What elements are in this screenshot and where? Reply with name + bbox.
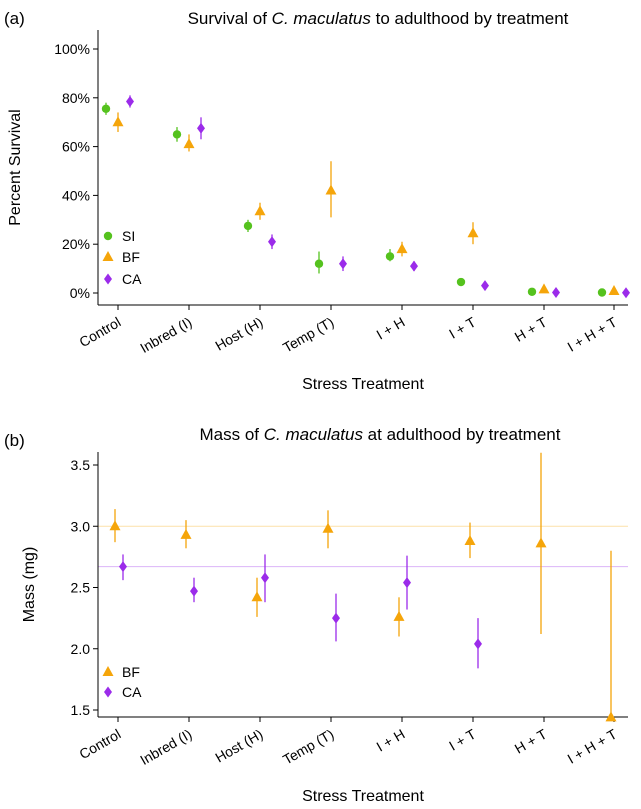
data-point	[119, 561, 127, 573]
chart-title: Mass of C. maculatus at adulthood by tre…	[200, 425, 561, 444]
data-point	[268, 236, 276, 248]
data-point	[112, 116, 124, 127]
legend: SI BF CA	[102, 228, 142, 287]
data-point	[314, 259, 324, 268]
y-tick-label: 100%	[54, 41, 90, 57]
legend-label: BF	[122, 249, 140, 265]
y-tick-label: 80%	[62, 90, 90, 106]
legend-label: CA	[122, 684, 142, 700]
y-tick-label: 1.5	[71, 702, 91, 718]
y-tick-label: 60%	[62, 139, 90, 155]
legend-label: SI	[122, 228, 135, 244]
x-tick-label: I + H + T	[565, 314, 620, 355]
legend-marker	[102, 251, 114, 261]
x-tick-label: Host (H)	[212, 726, 265, 766]
data-point	[605, 711, 617, 722]
y-tick-label: 0%	[70, 285, 90, 301]
y-tick-label: 3.0	[71, 518, 91, 534]
y-tick-label: 2.5	[71, 580, 91, 596]
x-tick-label: I + H + T	[565, 726, 620, 767]
data-point	[474, 638, 482, 650]
data-point	[197, 122, 205, 134]
data-point	[396, 243, 408, 254]
mass-panel: 1.5 2.0 2.5 3.0 3.5 Control Inbred (I) Host (H)…	[4, 425, 628, 805]
x-tick-label: I + H	[374, 726, 408, 755]
x-tick-label: I + H	[374, 314, 408, 343]
survival-panel: 0% 20% 40% 60% 80% 100% Control Inbred (I) Host …	[4, 9, 630, 393]
x-tick-label: I + T	[446, 314, 479, 342]
x-tick-label: Inbred (I)	[137, 726, 194, 768]
x-axis-title: Stress Treatment	[302, 788, 424, 805]
panel-label: (a)	[4, 9, 25, 28]
data-point	[322, 522, 334, 533]
data-point	[393, 610, 405, 621]
x-tick-label: H + T	[512, 726, 550, 757]
legend-label: CA	[122, 271, 142, 287]
data-point	[622, 287, 630, 299]
series-si	[101, 102, 607, 297]
data-point	[481, 280, 489, 292]
x-tick-label: Control	[76, 314, 123, 350]
data-point	[608, 285, 620, 296]
legend-marker	[102, 666, 114, 676]
data-point	[332, 612, 340, 624]
series-bf	[109, 452, 617, 722]
chart-title: Survival of C. maculatus to adulthood by…	[188, 9, 569, 28]
legend-marker	[103, 231, 113, 241]
series-ca	[119, 554, 482, 669]
x-tick-label: H + T	[512, 314, 550, 345]
y-tick-label: 40%	[62, 187, 90, 203]
data-point	[467, 227, 479, 238]
data-point	[527, 287, 537, 296]
data-point	[464, 534, 476, 545]
data-point	[261, 572, 269, 584]
data-point	[597, 288, 607, 297]
x-tick-label: Temp (T)	[280, 314, 336, 356]
data-point	[190, 585, 198, 597]
series-bf	[112, 112, 620, 296]
x-axis-title: Stress Treatment	[302, 376, 424, 393]
x-tick-label: Control	[76, 726, 123, 762]
data-point	[183, 138, 195, 149]
x-tick-label: Host (H)	[212, 314, 265, 354]
y-tick-label: 2.0	[71, 641, 91, 657]
data-point	[538, 283, 550, 294]
data-point	[180, 528, 192, 539]
legend: BF CA	[102, 664, 142, 700]
data-point	[251, 591, 263, 602]
data-point	[403, 577, 411, 589]
x-tick-label: Temp (T)	[280, 726, 336, 768]
data-point	[410, 260, 418, 272]
data-point	[385, 252, 395, 261]
series-ca	[126, 95, 630, 299]
x-tick-label: Inbred (I)	[137, 314, 194, 356]
data-point	[172, 130, 182, 139]
y-tick-label: 3.5	[71, 457, 91, 473]
y-tick-label: 20%	[62, 236, 90, 252]
data-point	[243, 221, 253, 231]
y-axis-title: Percent Survival	[7, 109, 24, 226]
data-point	[101, 104, 111, 113]
data-point	[126, 95, 134, 107]
data-point	[535, 537, 547, 548]
data-point	[552, 287, 560, 299]
legend-marker	[104, 686, 112, 698]
x-tick-label: I + T	[446, 726, 479, 754]
legend-marker	[104, 273, 112, 285]
y-axis-title: Mass (mg)	[21, 547, 38, 623]
data-point	[109, 520, 121, 531]
data-point	[456, 277, 466, 287]
data-point	[339, 258, 347, 270]
legend-label: BF	[122, 664, 140, 680]
panel-label: (b)	[4, 431, 25, 450]
data-point	[254, 205, 266, 216]
data-point	[325, 184, 337, 195]
